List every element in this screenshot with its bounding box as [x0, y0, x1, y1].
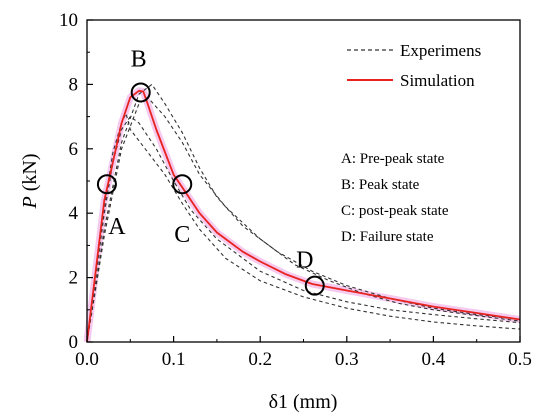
x-tick-label: 0.5 [508, 349, 532, 370]
experiment-curve-2 [86, 115, 521, 343]
x-tick-label: 0.1 [162, 349, 186, 370]
marker-circle-d [304, 275, 325, 296]
legend-experiment-label: Experimens [400, 41, 481, 60]
legend-simulation-label: Simulation [400, 71, 475, 90]
y-axis-ticks: 0 2 4 6 8 10 [59, 10, 93, 353]
experiment-curve-4 [86, 96, 521, 343]
state-markers-layer: A B C D [96, 46, 325, 296]
x-tick-label: 0.0 [75, 349, 99, 370]
y-tick-label: 6 [69, 139, 79, 160]
plot-frame [86, 19, 521, 343]
y-tick-label: 2 [69, 268, 79, 289]
marker-circle-b [130, 82, 151, 103]
x-tick-label: 0.3 [335, 349, 359, 370]
annotation-b: B: Peak state [341, 177, 420, 193]
y-tick-label: 0 [69, 332, 79, 353]
simulation-scatter-band [83, 87, 521, 343]
x-axis-ticks: 0.0 0.1 0.2 0.3 0.4 0.5 [75, 336, 532, 370]
legend: Experimens Simulation [347, 41, 481, 90]
y-tick-label: 10 [59, 10, 78, 31]
marker-label-a: A [108, 214, 126, 240]
simulation-curve [86, 89, 521, 343]
y-tick-label: 4 [69, 203, 79, 224]
x-tick-label: 0.2 [248, 349, 272, 370]
y-axis-label-symbol: P [19, 196, 41, 209]
marker-label-d: D [296, 248, 313, 274]
simulation-band-layer [83, 87, 521, 343]
marker-circle-a [96, 174, 117, 195]
marker-label-c: C [174, 222, 190, 248]
marker-label-b: B [131, 46, 147, 72]
annotation-d: D: Failure state [341, 229, 434, 245]
annotation-c: C: post-peak state [341, 203, 449, 219]
state-annotations: A: Pre-peak state B: Peak state C: post-… [341, 151, 449, 245]
x-tick-label: 0.4 [422, 349, 446, 370]
y-tick-label: 8 [69, 74, 79, 95]
x-axis-label: δ1 (mm) [269, 391, 338, 413]
experiment-curve-1 [86, 111, 521, 343]
y-axis-label-unit: (kN) [19, 154, 41, 197]
y-axis-label: P (kN) [19, 154, 41, 210]
annotation-a: A: Pre-peak state [341, 151, 445, 167]
simulation-curve-layer [86, 89, 521, 343]
marker-circle-c [172, 174, 193, 195]
